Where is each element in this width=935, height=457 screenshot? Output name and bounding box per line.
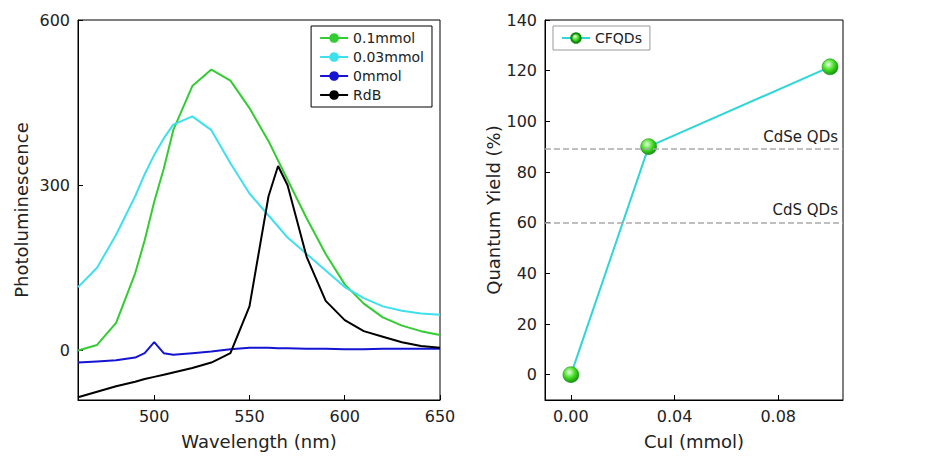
svg-text:80: 80 bbox=[517, 163, 537, 182]
svg-text:0mmol: 0mmol bbox=[353, 68, 402, 84]
svg-text:Photoluminescence: Photoluminescence bbox=[11, 122, 32, 298]
svg-text:0.04: 0.04 bbox=[657, 407, 693, 426]
svg-text:0.1mmol: 0.1mmol bbox=[353, 30, 415, 46]
svg-text:600: 600 bbox=[329, 407, 360, 426]
svg-text:60: 60 bbox=[517, 213, 537, 232]
svg-text:Quantum Yield (%): Quantum Yield (%) bbox=[483, 125, 504, 294]
svg-text:0.03mmol: 0.03mmol bbox=[353, 49, 424, 65]
svg-text:0.00: 0.00 bbox=[553, 407, 589, 426]
svg-text:Wavelength (nm): Wavelength (nm) bbox=[181, 431, 337, 452]
svg-text:650: 650 bbox=[425, 407, 456, 426]
svg-text:0: 0 bbox=[60, 341, 70, 360]
svg-text:CuI (mmol): CuI (mmol) bbox=[644, 431, 744, 452]
svg-text:CdSe QDs: CdSe QDs bbox=[763, 128, 838, 146]
svg-text:20: 20 bbox=[517, 315, 537, 334]
svg-text:RdB: RdB bbox=[353, 87, 381, 103]
svg-text:120: 120 bbox=[506, 61, 537, 80]
svg-text:100: 100 bbox=[506, 112, 537, 131]
svg-text:550: 550 bbox=[234, 407, 265, 426]
svg-text:300: 300 bbox=[39, 176, 70, 195]
svg-text:600: 600 bbox=[39, 11, 70, 30]
svg-text:CFQDs: CFQDs bbox=[595, 30, 642, 46]
svg-text:40: 40 bbox=[517, 264, 537, 283]
svg-text:CdS QDs: CdS QDs bbox=[773, 201, 839, 219]
svg-text:0: 0 bbox=[527, 365, 537, 384]
svg-text:140: 140 bbox=[506, 11, 537, 30]
svg-text:0.08: 0.08 bbox=[760, 407, 796, 426]
svg-text:500: 500 bbox=[139, 407, 170, 426]
